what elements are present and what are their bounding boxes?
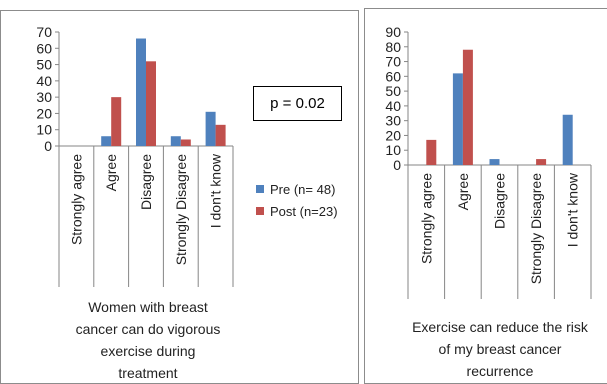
- bar-post: [111, 97, 122, 146]
- caption-line: Exercise can reduce the risk: [412, 319, 588, 335]
- right-chart-caption: Exercise can reduce the risk of my breas…: [405, 316, 595, 382]
- y-tick-label: 40: [36, 73, 52, 89]
- bar-post: [180, 139, 191, 146]
- y-tick-label: 30: [36, 89, 52, 105]
- y-tick-label: 30: [385, 113, 401, 129]
- bar-post: [426, 139, 437, 165]
- p-value-text: p = 0.02: [270, 95, 325, 112]
- legend: Pre (n= 48) Post (n=23): [256, 178, 338, 222]
- category-label: Agree: [103, 154, 119, 192]
- bar-post: [146, 61, 156, 146]
- left-chart-caption: Women with breast cancer can do vigorous…: [63, 296, 233, 384]
- category-label: Disagree: [138, 154, 154, 210]
- legend-label-pre: Pre (n= 48): [270, 181, 336, 197]
- y-tick-label: 70: [36, 24, 52, 40]
- category-label: Strongly Disagree: [528, 173, 544, 284]
- legend-swatch-post: [256, 207, 264, 215]
- y-tick-label: 0: [44, 138, 52, 154]
- p-value-box: p = 0.02: [253, 86, 342, 121]
- y-tick-label: 90: [385, 24, 401, 40]
- legend-item-post: Post (n=23): [256, 200, 338, 222]
- y-tick-label: 40: [385, 98, 401, 114]
- bar-pre: [136, 38, 146, 147]
- y-tick-label: 80: [385, 39, 401, 55]
- right-chart-panel: 0 10 20 30 40 50 60 70 80 90 Strongly agree Agree Di…: [364, 8, 607, 384]
- caption-line: treatment: [118, 365, 178, 381]
- category-label: Disagree: [492, 173, 508, 229]
- bar-post: [215, 124, 226, 146]
- bar-post: [536, 159, 547, 165]
- bar-pre: [452, 73, 463, 165]
- bar-pre: [489, 159, 500, 165]
- y-tick-label: 10: [385, 142, 401, 158]
- category-label: Agree: [455, 173, 471, 211]
- y-tick-label: 50: [36, 57, 52, 73]
- caption-line: cancer can do vigorous: [75, 321, 221, 337]
- y-tick-label: 0: [393, 157, 401, 173]
- bar-post: [462, 49, 473, 165]
- category-label: Strongly agree: [68, 154, 84, 245]
- y-tick-label: 50: [385, 83, 401, 99]
- category-label: Strongly Disagree: [173, 154, 189, 265]
- legend-label-post: Post (n=23): [270, 203, 338, 219]
- bar-pre: [205, 111, 216, 146]
- y-tick-label: 60: [36, 40, 52, 56]
- y-tick-label: 20: [385, 127, 401, 143]
- bar-pre: [170, 136, 181, 146]
- y-tick-label: 20: [36, 105, 52, 121]
- category-label: Strongly agree: [418, 173, 434, 264]
- y-tick-label: 10: [36, 122, 52, 138]
- category-label: I don't know: [208, 153, 224, 228]
- left-chart-panel: 0 10 20 30 40 50 60 70 Strongly agree Agree Disagr…: [0, 10, 359, 384]
- category-label: I don't know: [565, 172, 581, 247]
- caption-line: recurrence: [466, 363, 534, 379]
- caption-line: Women with breast: [88, 299, 208, 315]
- caption-line: of my breast cancer: [438, 341, 562, 357]
- legend-item-pre: Pre (n= 48): [256, 178, 338, 200]
- y-tick-label: 70: [385, 54, 401, 70]
- caption-line: exercise during: [100, 343, 196, 359]
- bar-pre: [562, 114, 573, 165]
- bar-pre: [101, 136, 112, 146]
- legend-swatch-pre: [256, 185, 264, 193]
- y-tick-label: 60: [385, 68, 401, 84]
